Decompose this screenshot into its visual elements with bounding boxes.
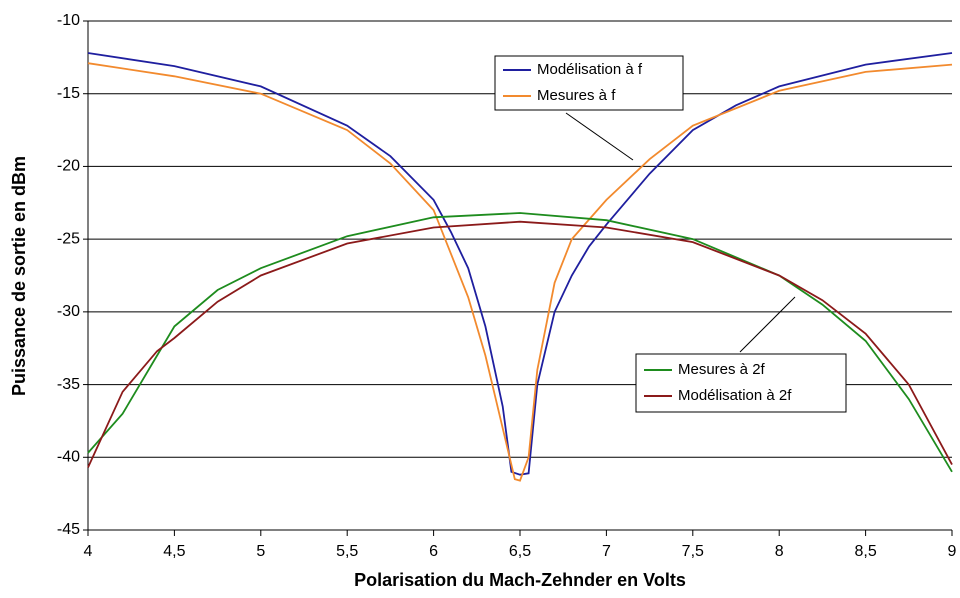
y-tick-label: -25 — [57, 230, 80, 247]
x-tick-label: 8 — [775, 543, 784, 560]
y-tick-label: -15 — [57, 85, 80, 102]
y-tick-label: -30 — [57, 303, 80, 320]
legend-label: Modélisation à f — [537, 61, 643, 78]
x-tick-label: 4,5 — [163, 543, 185, 560]
y-tick-label: -10 — [57, 12, 80, 29]
legend-label: Modélisation à 2f — [678, 387, 792, 404]
x-tick-label: 9 — [948, 543, 957, 560]
line-series — [87, 62, 953, 482]
y-tick-label: -40 — [57, 449, 80, 466]
x-tick-label: 7 — [602, 543, 611, 560]
line-series — [87, 220, 953, 468]
line-series — [87, 52, 953, 476]
x-tick-label: 4 — [84, 543, 93, 560]
x-axis-label: Polarisation du Mach-Zehnder en Volts — [354, 570, 686, 590]
x-tick-label: 6,5 — [509, 543, 531, 560]
legend-label: Mesures à 2f — [678, 361, 766, 378]
legend-leader — [739, 296, 796, 353]
legend-box — [494, 55, 684, 111]
x-tick-label: 8,5 — [854, 543, 876, 560]
y-axis-label: Puissance de sortie en dBm — [9, 156, 29, 396]
legend-box — [635, 353, 847, 413]
x-tick-label: 6 — [429, 543, 438, 560]
legend-leader — [565, 112, 634, 161]
line-series — [87, 212, 953, 473]
legend-label: Mesures à f — [537, 87, 616, 104]
x-tick-label: 5,5 — [336, 543, 358, 560]
y-tick-label: -20 — [57, 158, 80, 175]
x-tick-label: 7,5 — [682, 543, 704, 560]
x-tick-label: 5 — [256, 543, 265, 560]
y-tick-label: -45 — [57, 521, 80, 538]
y-tick-label: -35 — [57, 376, 80, 393]
